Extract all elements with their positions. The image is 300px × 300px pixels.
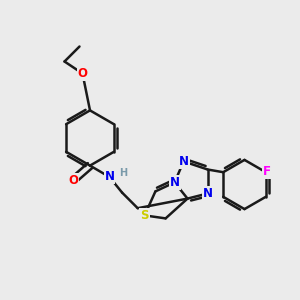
Text: N: N xyxy=(104,170,115,184)
Text: S: S xyxy=(140,209,149,222)
Text: H: H xyxy=(119,168,127,178)
Text: F: F xyxy=(263,165,271,178)
Text: N: N xyxy=(178,155,189,168)
Text: N: N xyxy=(202,187,213,200)
Text: O: O xyxy=(68,173,79,187)
Text: O: O xyxy=(77,67,88,80)
Text: N: N xyxy=(169,176,180,189)
